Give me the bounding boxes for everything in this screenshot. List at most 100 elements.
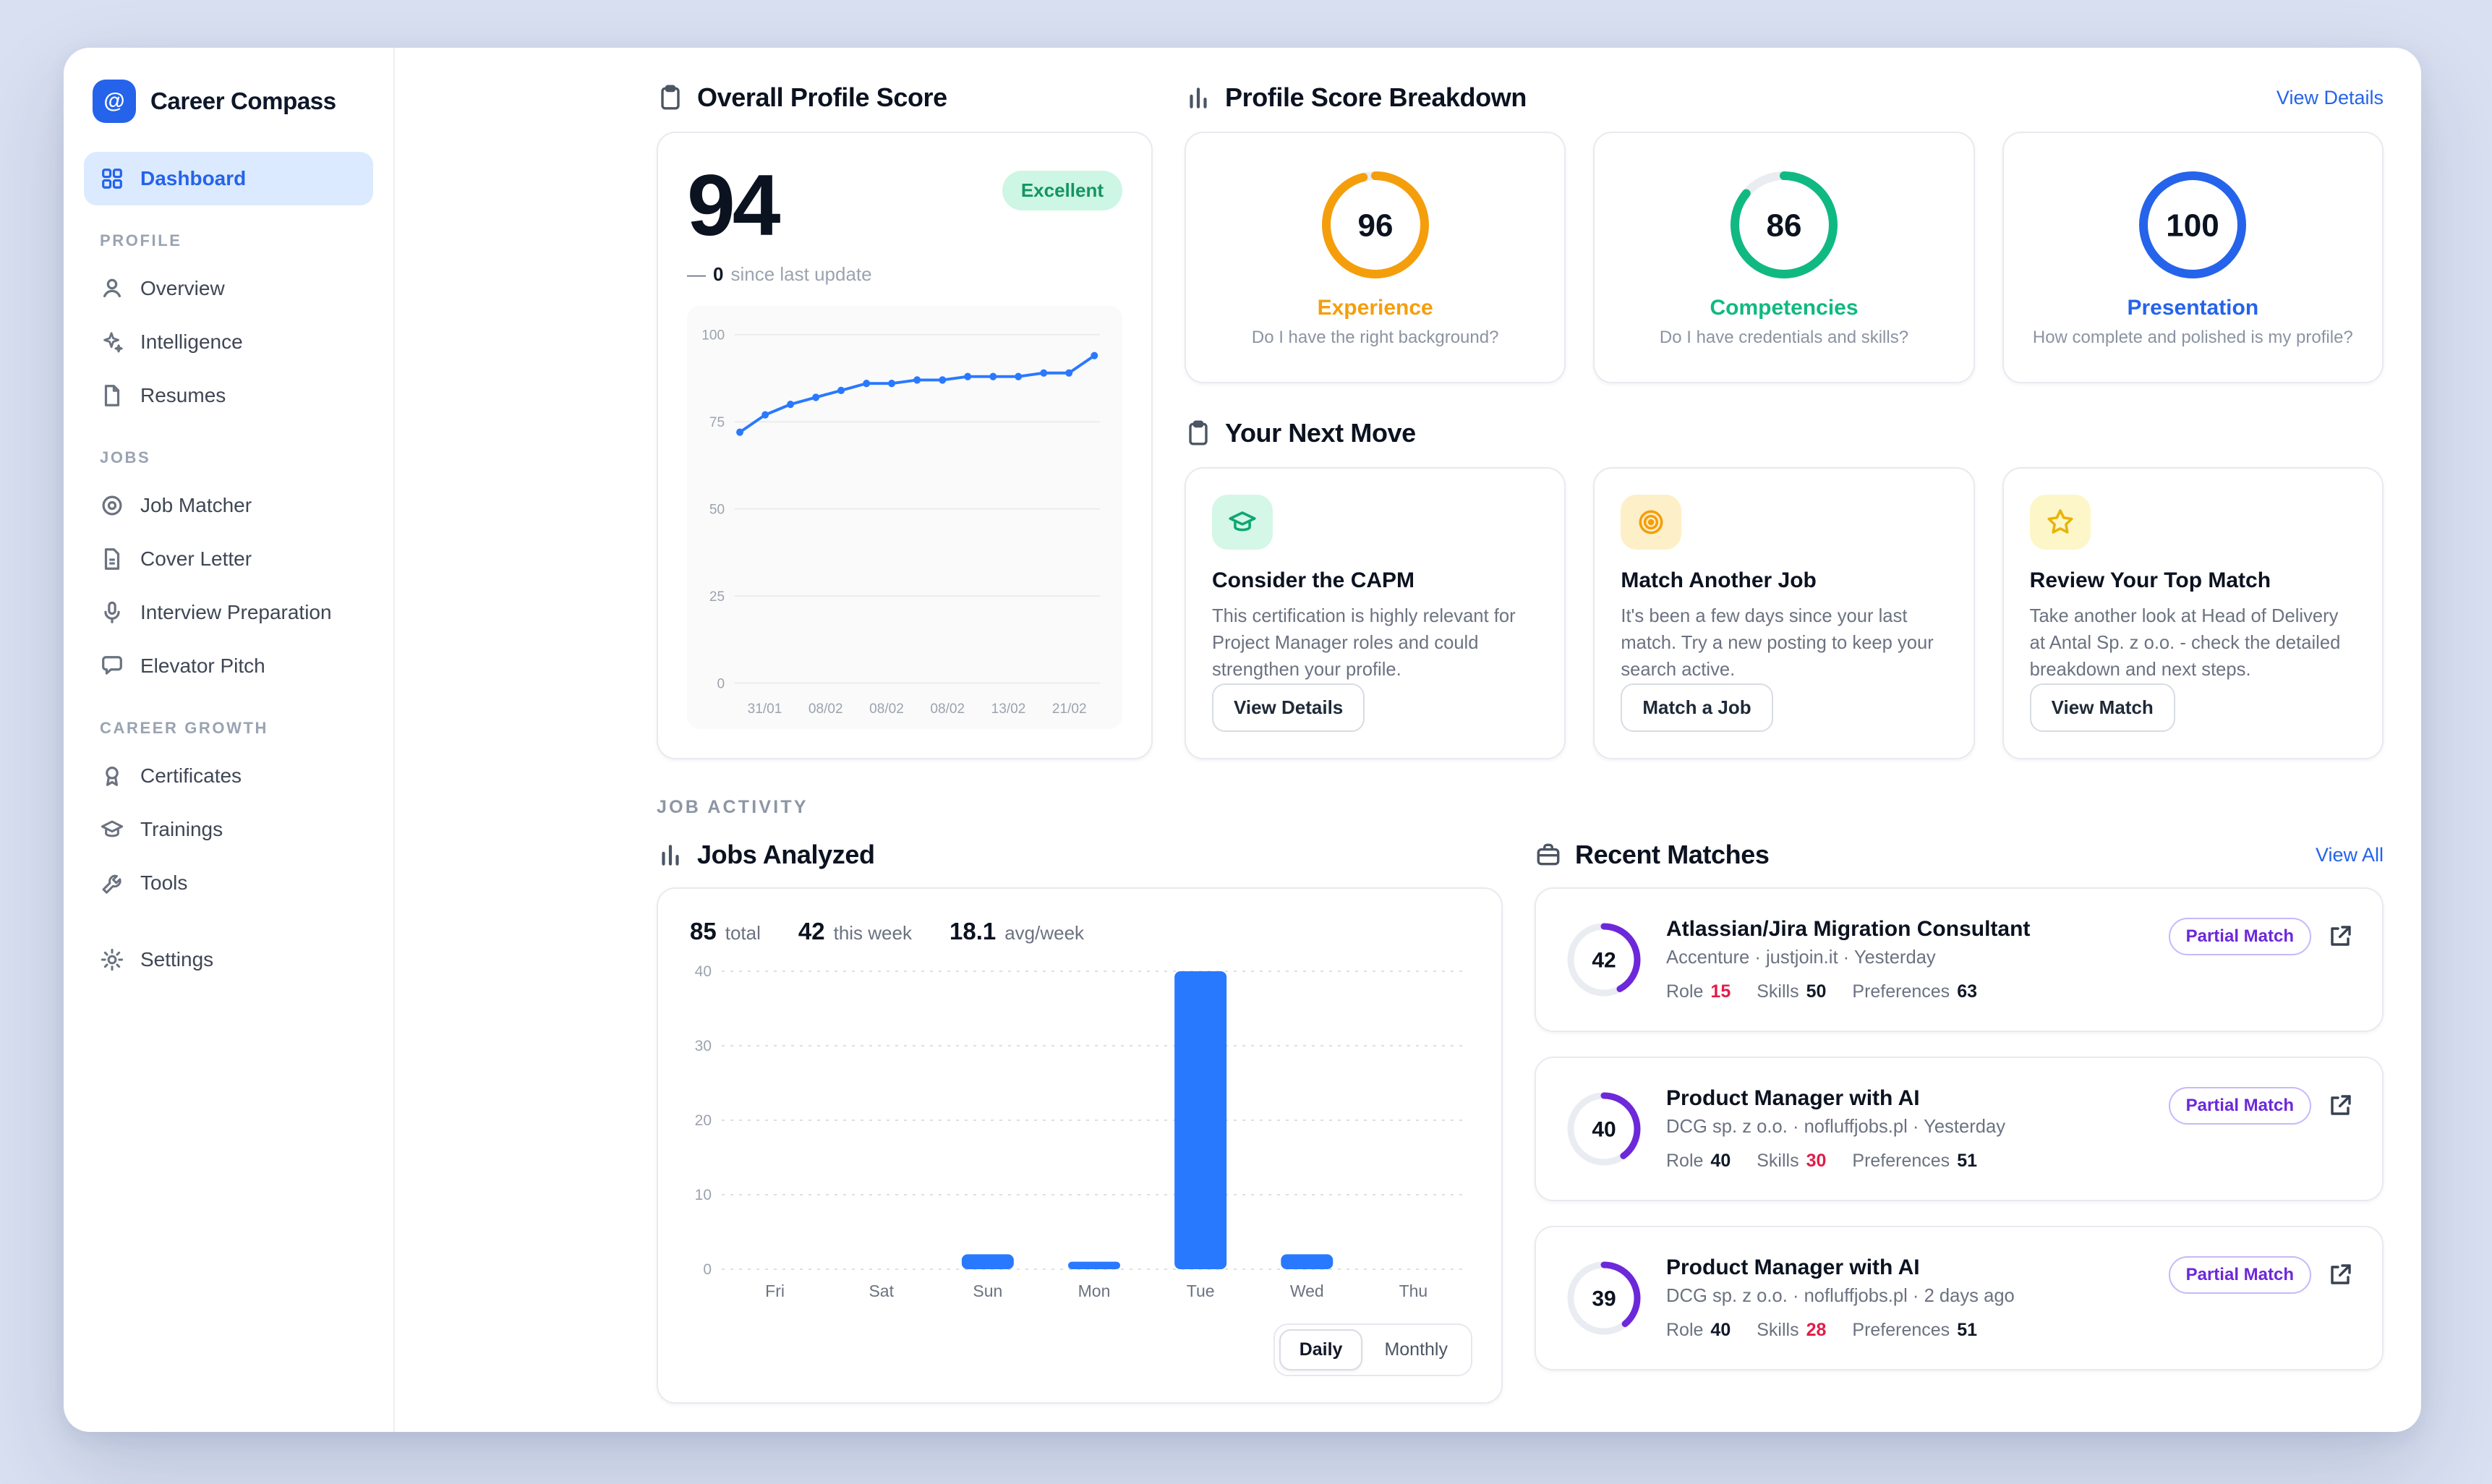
recent-matches-section: Recent Matches View All 42 Atlassian/Jir… — [1535, 840, 2384, 1432]
stat-role: Role 15 — [1666, 981, 1731, 1002]
user-icon — [100, 276, 124, 301]
svg-text:31/01: 31/01 — [748, 701, 782, 717]
sidebar-item-interview-preparation[interactable]: Interview Preparation — [84, 586, 373, 639]
stat-label: this week — [833, 922, 912, 944]
match-stats: Role 15 Skills 50 Preferences 63 — [1666, 981, 2146, 1002]
svg-text:08/02: 08/02 — [869, 701, 904, 717]
external-link-icon[interactable] — [2327, 1262, 2353, 1288]
sidebar-item-resumes[interactable]: Resumes — [84, 369, 373, 422]
overall-profile-score-section: Overall Profile Score 94 Excellent — 0 s… — [657, 82, 1153, 759]
next-move-cards: Consider the CAPM This certification is … — [1185, 467, 2384, 759]
breakdown-question: Do I have the right background? — [1251, 328, 1499, 347]
svg-text:40: 40 — [1592, 1118, 1616, 1142]
bottom-section: Jobs Analyzed 85 total 42 this week — [657, 840, 2384, 1432]
sidebar-item-tools[interactable]: Tools — [84, 856, 373, 910]
presentation-score-ring: 100 — [2139, 171, 2247, 278]
svg-text:Sun: Sun — [973, 1282, 1002, 1300]
svg-text:08/02: 08/02 — [808, 701, 843, 717]
sidebar-item-elevator-pitch[interactable]: Elevator Pitch — [84, 639, 373, 693]
svg-text:Wed: Wed — [1290, 1282, 1324, 1300]
svg-text:30: 30 — [695, 1038, 712, 1054]
next-move-card-top-match: Review Your Top Match Take another look … — [2002, 467, 2384, 759]
minus-icon: — — [687, 263, 706, 285]
partial-match-badge: Partial Match — [2168, 1256, 2311, 1294]
experience-card: 96 Experience Do I have the right backgr… — [1185, 132, 1566, 383]
main-content: Overall Profile Score 94 Excellent — 0 s… — [395, 48, 2421, 1432]
delta-value: 0 — [713, 263, 724, 285]
svg-text:40: 40 — [695, 963, 712, 980]
sidebar-item-trainings[interactable]: Trainings — [84, 803, 373, 856]
toggle-monthly[interactable]: Monthly — [1384, 1339, 1448, 1360]
sidebar-item-label: Elevator Pitch — [140, 654, 265, 677]
graduation-cap-icon — [100, 817, 124, 842]
breakdown-header: Profile Score Breakdown View Details — [1185, 82, 2384, 113]
bar-chart-icon — [1185, 84, 1212, 111]
chat-bubble-icon — [100, 654, 124, 678]
stat-value: 50 — [1806, 981, 1827, 1002]
letter-icon — [100, 547, 124, 571]
sidebar-item-cover-letter[interactable]: Cover Letter — [84, 532, 373, 586]
stat-value: 18.1 — [949, 918, 997, 944]
star-icon — [2029, 495, 2091, 550]
external-link-icon[interactable] — [2327, 924, 2353, 950]
stat-label: Preferences — [1852, 1151, 1950, 1171]
recent-matches-header: Recent Matches View All — [1535, 840, 2384, 870]
sidebar-item-job-matcher[interactable]: Job Matcher — [84, 479, 373, 532]
sidebar-item-intelligence[interactable]: Intelligence — [84, 315, 373, 369]
match-card[interactable]: 42 Atlassian/Jira Migration Consultant A… — [1535, 887, 2384, 1032]
next-move-card-match: Match Another Job It's been a few days s… — [1593, 467, 1975, 759]
sidebar-item-certificates[interactable]: Certificates — [84, 749, 373, 803]
svg-text:39: 39 — [1592, 1287, 1616, 1311]
view-details-button[interactable]: View Details — [1212, 683, 1365, 732]
sidebar-item-label: Intelligence — [140, 331, 243, 353]
sidebar-item-dashboard[interactable]: Dashboard — [84, 152, 373, 205]
match-a-job-button[interactable]: Match a Job — [1621, 683, 1773, 732]
match-score-ring: 39 — [1567, 1261, 1641, 1335]
stat-value: 28 — [1806, 1320, 1827, 1340]
section-title: Overall Profile Score — [697, 82, 947, 112]
match-actions: Partial Match — [2168, 1256, 2353, 1294]
next-move-description: It's been a few days since your last mat… — [1621, 605, 1934, 680]
match-card[interactable]: 39 Product Manager with AI DCG sp. z o.o… — [1535, 1226, 2384, 1370]
right-column: Profile Score Breakdown View Details 96 … — [1185, 82, 2384, 759]
view-all-link[interactable]: View All — [2315, 843, 2384, 866]
jobs-analyzed-header: Jobs Analyzed — [657, 840, 1503, 870]
stat-value: 40 — [1710, 1320, 1731, 1340]
match-card[interactable]: 40 Product Manager with AI DCG sp. z o.o… — [1535, 1057, 2384, 1201]
match-meta: DCG sp. z o.o. · nofluffjobs.pl · 2 days… — [1666, 1286, 2015, 1306]
toggle-daily[interactable]: Daily — [1279, 1329, 1363, 1370]
view-match-button[interactable]: View Match — [2029, 683, 2175, 732]
stat-preferences: Preferences 51 — [1852, 1151, 1977, 1172]
match-info: Atlassian/Jira Migration Consultant Acce… — [1666, 917, 2146, 1002]
view-details-link[interactable]: View Details — [2276, 86, 2384, 108]
stat-label: Role — [1666, 1320, 1704, 1340]
sidebar-item-overview[interactable]: Overview — [84, 262, 373, 315]
competencies-score-ring: 86 — [1730, 171, 1838, 278]
svg-text:13/02: 13/02 — [991, 701, 1026, 717]
match-actions: Partial Match — [2168, 1087, 2353, 1125]
clipboard-icon — [657, 84, 684, 111]
external-link-icon[interactable] — [2327, 1093, 2353, 1119]
sidebar-section-jobs: JOBS — [100, 448, 151, 466]
match-title: Product Manager with AI — [1666, 1086, 1920, 1110]
match-actions: Partial Match — [2168, 918, 2353, 955]
svg-text:100: 100 — [701, 327, 725, 343]
stat-role: Role 40 — [1666, 1320, 1731, 1341]
sidebar-item-settings[interactable]: Settings — [84, 933, 373, 986]
experience-score-ring: 96 — [1321, 171, 1429, 278]
score-trend-panel: 0 25 50 75 100 31/01 08/02 08/02 08/02 13/02 21/02 — [687, 306, 1122, 729]
stat-value: 40 — [1710, 1151, 1731, 1171]
stat-skills: Skills 30 — [1757, 1151, 1826, 1172]
app-logo-icon: @ — [93, 80, 136, 123]
stat-total: 85 total — [690, 918, 761, 945]
breakdown-label: Experience — [1317, 296, 1433, 320]
dashboard-grid-icon — [100, 166, 124, 191]
clipboard-icon — [1185, 419, 1212, 447]
stat-preferences: Preferences 51 — [1852, 1320, 1977, 1341]
match-score-ring: 42 — [1567, 923, 1641, 997]
stat-label: Preferences — [1852, 1320, 1950, 1340]
next-move-title: Match Another Job — [1621, 568, 1817, 592]
stat-label: Preferences — [1852, 981, 1950, 1002]
svg-text:0: 0 — [717, 675, 725, 691]
svg-text:50: 50 — [709, 501, 725, 517]
